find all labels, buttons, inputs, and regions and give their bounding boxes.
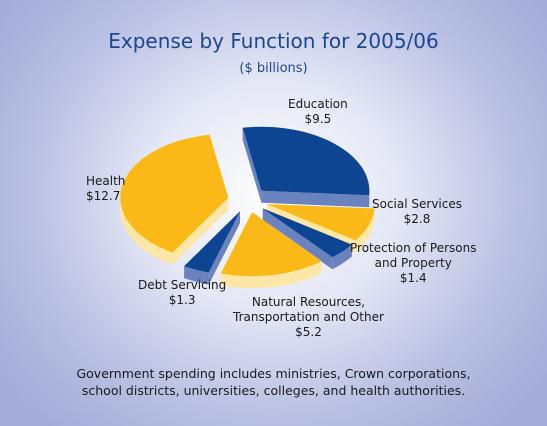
label-education-name: Education — [288, 97, 348, 111]
chart-title: Expense by Function for 2005/06 — [108, 29, 439, 53]
footnote-line2: school districts, universities, colleges… — [81, 383, 466, 398]
label-natural-resources: Natural Resources, Transportation and Ot… — [233, 295, 384, 340]
pie-rim-health-0 — [120, 197, 173, 265]
label-protection-value: $1.4 — [399, 271, 427, 285]
pie-wall-education-1 — [242, 127, 262, 203]
pie-wall-education-0 — [261, 190, 370, 208]
label-protection-line1: Protection of Persons — [350, 241, 477, 255]
label-health-value: $12.7 — [86, 189, 121, 203]
pie-slice-health — [120, 134, 229, 253]
label-natural-resources-value: $5.2 — [295, 325, 322, 339]
pie-rim-natural-0 — [220, 261, 322, 289]
pie-wall-debt-1 — [208, 211, 240, 285]
label-education: Education $9.5 — [288, 97, 348, 127]
label-debt-servicing-value: $1.3 — [168, 293, 196, 307]
pie-slice-education — [242, 126, 370, 196]
label-debt-servicing-name: Debt Servicing — [138, 278, 227, 292]
label-natural-resources-line1: Natural Resources, — [251, 295, 366, 309]
label-health-name: Health — [86, 174, 126, 188]
label-protection-line2: and Property — [374, 256, 452, 270]
pie-rim-protection-0 — [332, 244, 352, 270]
chart-subtitle: ($ billions) — [239, 61, 308, 76]
label-social-services: Social Services $2.8 — [372, 197, 462, 227]
label-social-services-value: $2.8 — [403, 212, 431, 226]
pie-wall-health-1 — [172, 197, 229, 265]
label-debt-servicing: Debt Servicing $1.3 — [138, 278, 226, 308]
pie-slice-social — [266, 204, 375, 241]
label-education-value: $9.5 — [304, 112, 332, 126]
label-protection: Protection of Persons and Property $1.4 — [350, 241, 476, 286]
footnote-line1: Government spending includes ministries,… — [76, 366, 471, 381]
pie-slice-debt — [184, 211, 240, 273]
footnote: Government spending includes ministries,… — [0, 365, 547, 399]
label-natural-resources-line2: Transportation and Other — [233, 310, 384, 324]
label-social-services-name: Social Services — [372, 197, 462, 211]
pie-slice-protection — [262, 208, 352, 258]
pie-rim-debt-0 — [184, 266, 209, 285]
pie-slice-natural — [220, 212, 322, 277]
label-health: Health $12.7 — [86, 174, 125, 204]
pie-rim-social-0 — [355, 208, 375, 253]
